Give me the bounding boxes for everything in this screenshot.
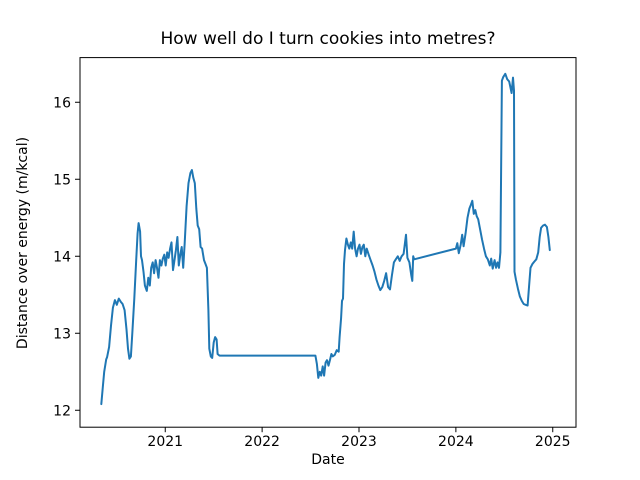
x-tick-label: 2024 (438, 434, 474, 450)
x-axis-label: Date (311, 452, 345, 468)
x-tick-label: 2025 (535, 434, 571, 450)
x-tick-label: 2021 (147, 434, 183, 450)
axes-spines (79, 57, 577, 428)
y-tick-label: 16 (53, 95, 71, 111)
x-tick-label: 2023 (341, 434, 377, 450)
y-tick-label: 15 (53, 172, 71, 188)
y-tick-label: 13 (53, 326, 71, 342)
y-tick-label: 14 (53, 249, 71, 265)
chart-title: How well do I turn cookies into metres? (160, 29, 496, 49)
y-tick-label: 12 (53, 403, 71, 419)
data-line-distance-over-energy (100, 72, 551, 406)
x-tick-label: 2022 (244, 434, 280, 450)
y-axis-label: Distance over energy (m/kcal) (15, 136, 31, 350)
